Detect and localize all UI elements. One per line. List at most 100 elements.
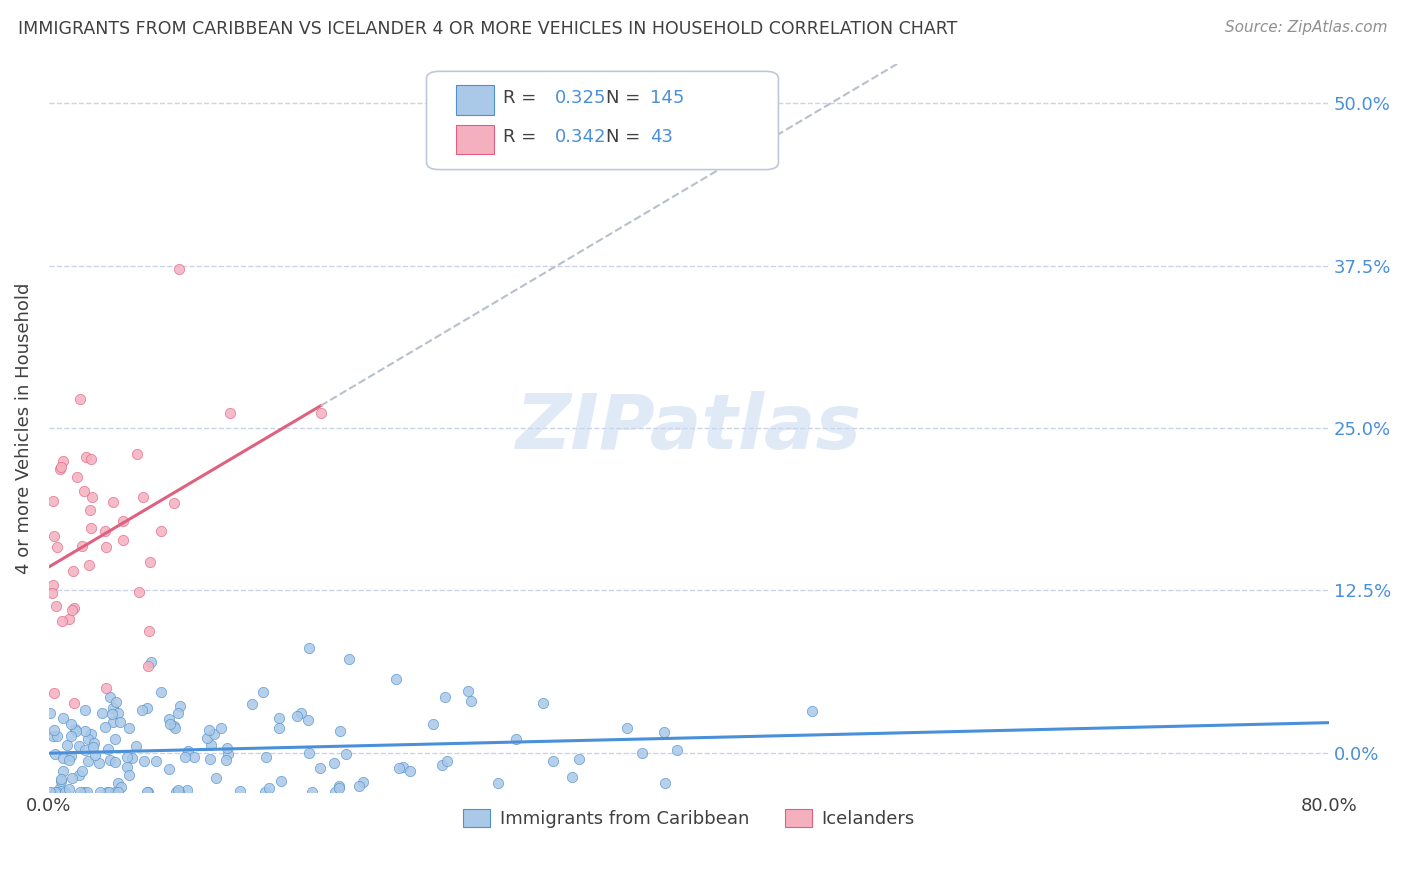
Point	[505, 731, 527, 746]
Point	[46, 541, 69, 555]
Point	[254, 749, 277, 764]
Point	[80, 727, 103, 741]
Point	[73, 703, 96, 717]
Point	[98, 753, 121, 767]
Point	[98, 785, 121, 799]
Point	[46, 785, 69, 799]
Point	[83, 735, 105, 749]
Text: 145: 145	[651, 89, 685, 107]
Point	[138, 624, 160, 639]
Point	[665, 743, 688, 757]
Point	[325, 785, 347, 799]
Point	[51, 615, 73, 629]
Point	[198, 751, 221, 765]
Point	[49, 462, 72, 476]
Point	[58, 753, 80, 767]
Point	[104, 755, 127, 769]
Point	[46, 729, 69, 743]
Point	[139, 656, 162, 670]
Point	[49, 772, 72, 786]
Y-axis label: 4 or more Vehicles in Household: 4 or more Vehicles in Household	[15, 283, 32, 574]
Point	[60, 717, 83, 731]
Point	[94, 524, 117, 539]
Point	[349, 779, 371, 793]
Point	[63, 601, 86, 615]
Point	[89, 756, 111, 771]
Point	[198, 723, 221, 738]
Point	[121, 751, 143, 765]
Point	[75, 743, 97, 757]
FancyBboxPatch shape	[456, 86, 495, 114]
Point	[67, 768, 90, 782]
Point	[131, 703, 153, 717]
Text: N =: N =	[606, 89, 645, 107]
Point	[337, 652, 360, 666]
Point	[101, 495, 124, 509]
Point	[42, 578, 65, 592]
Point	[176, 783, 198, 797]
Point	[48, 780, 70, 795]
Point	[107, 776, 129, 790]
Point	[41, 494, 63, 508]
Point	[139, 555, 162, 569]
Point	[252, 684, 274, 698]
Point	[240, 697, 263, 711]
Point	[94, 681, 117, 696]
Point	[285, 709, 308, 723]
Point	[101, 706, 124, 721]
Point	[39, 706, 62, 720]
Point	[561, 770, 583, 784]
Point	[399, 764, 422, 778]
Point	[75, 450, 97, 464]
Point	[654, 776, 676, 790]
Text: IMMIGRANTS FROM CARIBBEAN VS ICELANDER 4 OR MORE VEHICLES IN HOUSEHOLD CORRELATI: IMMIGRANTS FROM CARIBBEAN VS ICELANDER 4…	[18, 20, 957, 37]
Point	[63, 696, 86, 710]
Point	[165, 785, 187, 799]
Point	[422, 717, 444, 731]
Point	[163, 721, 186, 735]
Point	[169, 698, 191, 713]
Point	[229, 784, 252, 798]
Point	[97, 741, 120, 756]
Point	[60, 749, 83, 764]
Point	[79, 503, 101, 517]
Point	[58, 781, 80, 796]
Point	[136, 785, 159, 799]
Text: 0.342: 0.342	[554, 128, 606, 146]
Point	[253, 785, 276, 799]
Point	[385, 672, 408, 686]
Point	[174, 749, 197, 764]
Point	[107, 785, 129, 799]
Point	[335, 747, 357, 761]
Point	[83, 747, 105, 762]
Point	[257, 780, 280, 795]
Point	[60, 603, 83, 617]
Point	[98, 690, 121, 704]
Point	[301, 785, 323, 799]
Point	[157, 712, 180, 726]
Point	[49, 773, 72, 788]
Point	[167, 706, 190, 720]
Point	[430, 757, 453, 772]
Point	[800, 704, 823, 718]
Point	[52, 711, 75, 725]
Point	[60, 771, 83, 785]
Point	[631, 747, 654, 761]
Point	[309, 407, 332, 421]
Point	[103, 785, 125, 799]
Point	[297, 746, 319, 760]
Point	[89, 785, 111, 799]
Point	[132, 490, 155, 504]
Text: 43: 43	[651, 128, 673, 146]
Point	[214, 753, 236, 767]
Point	[204, 771, 226, 785]
Point	[110, 780, 132, 795]
Point	[167, 785, 190, 799]
Point	[457, 684, 479, 698]
Point	[59, 729, 82, 743]
Point	[104, 731, 127, 746]
Point	[105, 695, 128, 709]
Point	[162, 496, 184, 510]
Point	[49, 460, 72, 475]
Point	[73, 724, 96, 739]
